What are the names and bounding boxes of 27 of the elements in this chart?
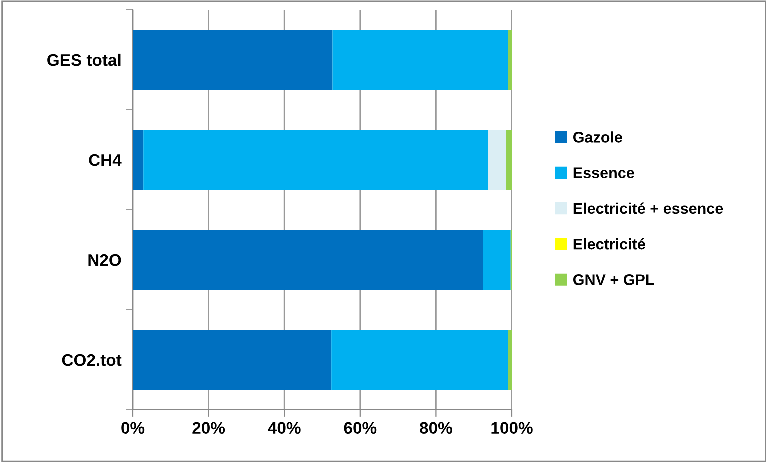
x-tick-label: 60%	[344, 422, 377, 434]
bar	[133, 230, 484, 290]
y-tick-label: GES total	[48, 54, 121, 66]
bar	[133, 330, 332, 390]
bar	[332, 330, 508, 390]
x-tick-label: 80%	[420, 422, 452, 434]
x-tick-label: 20%	[192, 422, 226, 434]
bar	[133, 30, 333, 90]
legend-label: GNV + GPL	[574, 274, 654, 286]
legend-label: Electricité + essence	[574, 202, 724, 214]
y-tick-label: CH4	[89, 154, 122, 166]
bar	[332, 30, 508, 90]
y-tick-label: CO2.tot	[62, 354, 122, 366]
bar	[508, 30, 512, 90]
bar	[483, 230, 511, 290]
legend-label: Gazole	[574, 132, 622, 143]
bar	[133, 130, 144, 190]
legend-label: Essence	[574, 168, 634, 178]
x-tick-label: 100%	[492, 422, 533, 434]
bar	[144, 130, 488, 190]
x-tick-label: 40%	[268, 422, 301, 434]
bar	[488, 130, 506, 190]
x-tick-label: 0%	[122, 422, 145, 434]
bar	[508, 330, 512, 390]
bar	[506, 130, 512, 190]
y-tick-label: N2O	[88, 254, 122, 266]
legend-label: Electricité	[574, 238, 646, 250]
